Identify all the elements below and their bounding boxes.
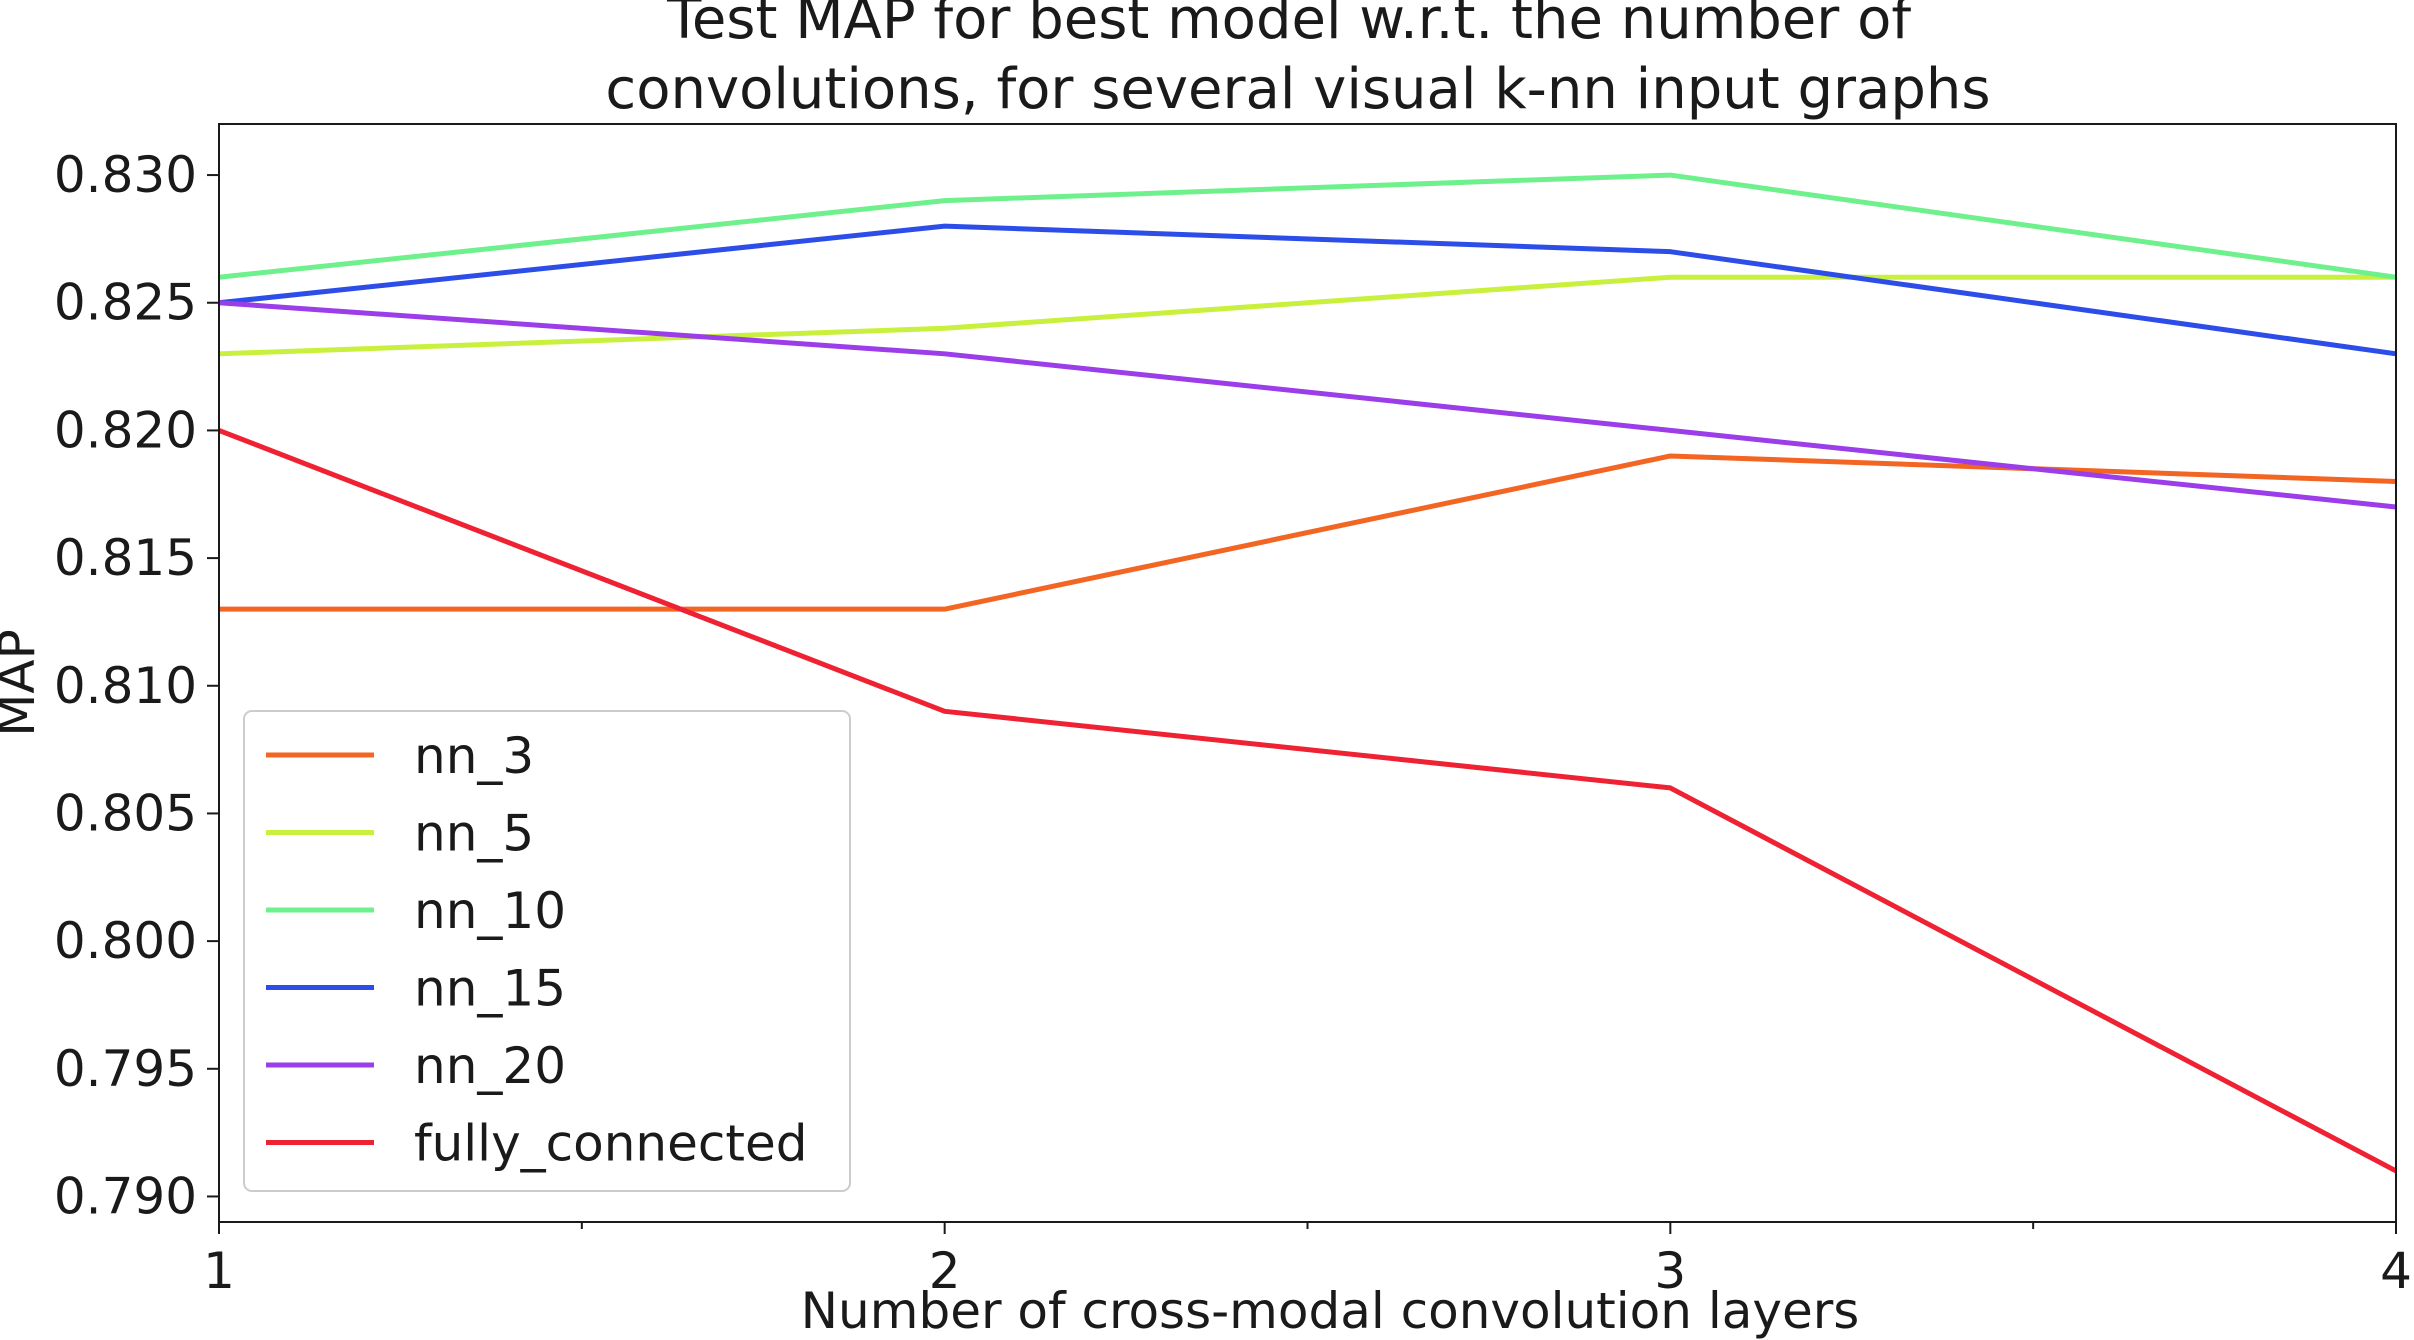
- plot-area-frame: [218, 123, 2397, 1223]
- legend-item: nn_10: [266, 882, 566, 940]
- chart-title-line-2: convolutions, for several visual k-nn in…: [605, 57, 1990, 122]
- legend-item: nn_15: [266, 960, 566, 1018]
- legend-item: fully_connected: [266, 1115, 807, 1173]
- y-tick-label: 0.800: [54, 912, 197, 970]
- x-axis-ticks: 1 2 3 4: [203, 1222, 2412, 1300]
- x-tick-label: 2: [929, 1242, 961, 1300]
- y-tick-label: 0.820: [54, 401, 197, 459]
- chart-title: Test MAP for best model w.r.t. the numbe…: [605, 0, 1990, 122]
- x-tick-label: 1: [203, 1242, 235, 1300]
- series-line-nn-15: [218, 223, 2397, 357]
- legend-item: nn_5: [266, 805, 534, 863]
- legend-label: nn_20: [414, 1037, 566, 1095]
- y-tick-label: 0.790: [54, 1167, 197, 1225]
- y-tick-label: 0.825: [54, 274, 197, 332]
- y-tick-label: 0.795: [54, 1040, 197, 1098]
- y-tick-label: 0.805: [54, 784, 197, 842]
- y-axis-ticks: 0.790 0.795 0.800 0.805 0.810 0.815 0.820 0.825…: [54, 146, 219, 1225]
- legend: nn_3 nn_5 nn_10 nn_15 nn_20 fully_connected: [243, 710, 851, 1192]
- chart-title-line-1: Test MAP for best model w.r.t. the numbe…: [666, 0, 1912, 52]
- legend-item: nn_20: [266, 1037, 566, 1095]
- x-tick-label: 4: [2380, 1242, 2412, 1300]
- legend-box: [243, 710, 851, 1192]
- legend-label: nn_10: [414, 882, 566, 940]
- legend-label: nn_3: [414, 727, 534, 785]
- series-line-fully-connected: [218, 428, 2398, 1174]
- legend-label: nn_15: [414, 960, 566, 1018]
- series-line-nn-20: [218, 300, 2397, 510]
- series-line-nn-10: [218, 172, 2397, 280]
- y-tick-label: 0.815: [54, 529, 197, 587]
- x-axis-label: Number of cross-modal convolution layers: [801, 1282, 1860, 1340]
- y-tick-label: 0.830: [54, 146, 197, 204]
- legend-item: nn_3: [266, 727, 534, 785]
- x-tick-label: 3: [1654, 1242, 1686, 1300]
- y-axis-label: MAP: [0, 629, 46, 737]
- legend-label: fully_connected: [414, 1115, 807, 1173]
- series-line-nn-3: [219, 453, 2397, 612]
- series-line-nn-5: [218, 274, 2396, 357]
- legend-label: nn_5: [414, 805, 534, 863]
- y-tick-label: 0.810: [54, 657, 197, 715]
- series-lines: [218, 172, 2398, 1174]
